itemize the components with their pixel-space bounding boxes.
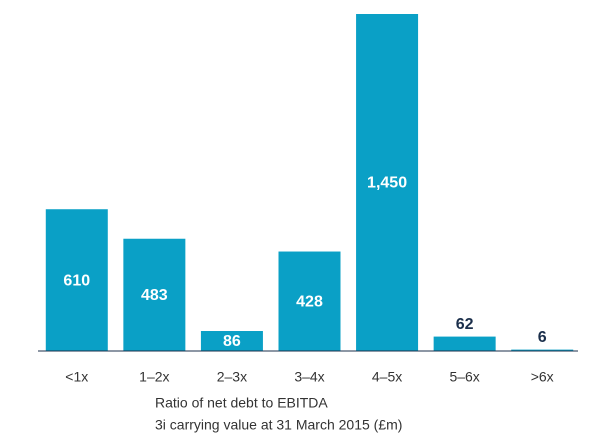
value-label: 483 (141, 287, 168, 304)
bar (356, 14, 419, 351)
bar (123, 238, 186, 351)
x-tick-label: 5–6x (449, 369, 479, 385)
x-tick-label: 4–5x (372, 369, 402, 385)
y-axis-label: 3i carrying value at 31 March 2015 (£m) (155, 417, 402, 433)
x-tick-label: <1x (65, 369, 88, 385)
x-tick-label: 1–2x (139, 369, 169, 385)
value-label: 428 (296, 293, 323, 310)
bar (433, 336, 496, 351)
value-label: 610 (63, 272, 90, 289)
x-axis-label: Ratio of net debt to EBITDA (155, 395, 328, 411)
bar (200, 331, 263, 351)
bar (511, 349, 574, 351)
value-label: 1,450 (367, 175, 407, 192)
value-label: 86 (223, 333, 241, 350)
bar (278, 251, 341, 351)
value-label: 62 (456, 316, 474, 333)
x-tick-label: >6x (531, 369, 554, 385)
x-tick-label: 2–3x (217, 369, 247, 385)
x-tick-label: 3–4x (294, 369, 324, 385)
value-label: 6 (538, 329, 547, 346)
bar (45, 209, 108, 351)
